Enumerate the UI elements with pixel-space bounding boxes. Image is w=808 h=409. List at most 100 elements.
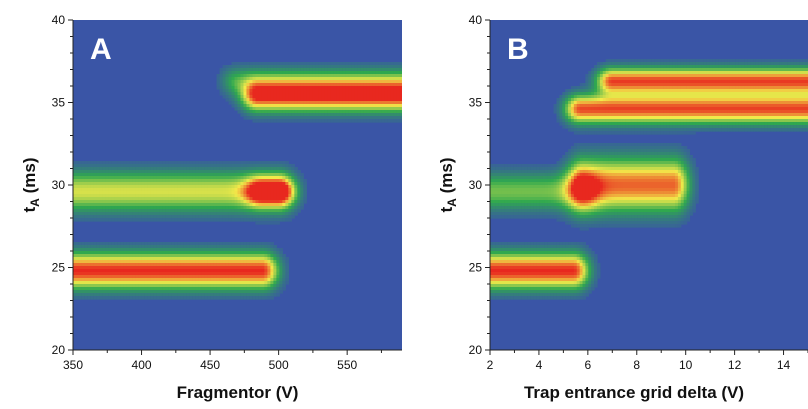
heatmap-cell [81,251,86,255]
heatmap-cell [219,266,224,270]
heatmap-cell [258,182,263,186]
heatmap-cell [99,260,104,264]
heatmap-cell [255,197,260,201]
heatmap-cell [611,77,615,81]
heatmap-cell [243,194,248,198]
heatmap-cell [132,266,137,270]
heatmap-cell [276,110,280,114]
heatmap-cell [240,110,245,114]
heatmap-cell [258,71,263,75]
heatmap-cell [288,170,292,174]
heatmap-cell [267,176,271,180]
heatmap-cell [649,77,653,81]
heatmap-cell [348,98,352,102]
heatmap-cell [111,251,116,255]
heatmap-cell [267,272,271,276]
heatmap-cell [147,164,152,168]
heatmap-cell [390,80,394,84]
heatmap-cell [617,71,621,75]
heatmap-cell [276,284,280,288]
heatmap-cell [267,296,271,300]
heatmap-cell [138,284,143,288]
heatmap-cell [663,74,667,78]
heatmap-cell [105,251,110,255]
heatmap-cell [219,80,224,84]
heatmap-cell [620,83,624,87]
heatmap-cell [234,80,239,84]
heatmap-cell [270,161,274,165]
heatmap-cell [675,83,679,87]
heatmap-cell [144,266,149,270]
heatmap-cell [585,77,589,81]
heatmap-cell [198,179,203,183]
heatmap-cell [222,296,227,300]
heatmap-cell [156,269,161,273]
heatmap-cell [378,65,382,69]
heatmap-cell [339,86,343,90]
heatmap-cell [709,92,714,96]
heatmap-cell [770,65,774,69]
heatmap-cell [171,263,176,267]
heatmap-cell [255,281,260,285]
heatmap-cell [78,263,83,267]
heatmap-cell [126,242,131,246]
heatmap-cell [228,263,233,267]
heatmap-cell [204,212,209,216]
heatmap-cell [177,281,182,285]
heatmap-cell [375,89,379,93]
heatmap-cell [282,161,286,165]
heatmap-cell [210,272,215,276]
heatmap-cell [354,74,358,78]
heatmap-cell [141,161,146,165]
heatmap-cell [715,80,719,84]
heatmap-cell [186,209,191,213]
heatmap-cell [363,98,367,102]
heatmap-cell [108,257,113,261]
heatmap-cell [162,218,167,222]
heatmap-cell [255,179,260,183]
heatmap-cell [228,260,233,264]
heatmap-cell [237,68,242,72]
heatmap-cell [675,92,679,96]
heatmap-cell [141,203,146,207]
heatmap-cell [126,245,131,249]
heatmap-cell [219,164,224,168]
heatmap-cell [237,104,242,108]
heatmap-cell [150,191,155,195]
heatmap-cell [261,269,266,273]
heatmap-cell [219,179,224,183]
heatmap-cell [117,167,122,171]
heatmap-cell [273,176,277,180]
heatmap-cell [297,116,301,120]
heatmap-cell [120,176,125,180]
heatmap-cell [201,242,206,246]
heatmap-cell [240,194,245,198]
heatmap-cell [81,206,86,210]
heatmap-cell [288,215,292,219]
heatmap-cell [279,104,283,108]
heatmap-cell [273,71,277,75]
heatmap-cell [758,80,763,84]
heatmap-cell [93,269,98,273]
heatmap-cell [755,77,760,81]
heatmap-cell [330,116,334,120]
heatmap-cell [625,83,630,87]
heatmap-cell [279,113,283,117]
heatmap-cell [761,89,766,93]
heatmap-cell [776,83,780,87]
heatmap-cell [153,167,158,171]
heatmap-cell [255,113,260,117]
heatmap-cell [234,296,239,300]
heatmap-cell [330,89,334,93]
heatmap-cell [562,92,566,96]
heatmap-cell [219,296,224,300]
heatmap-cell [201,203,206,207]
heatmap-cell [309,116,313,120]
heatmap-cell [174,167,179,171]
heatmap-cell [73,260,77,264]
heatmap-cell [657,65,662,69]
heatmap-cell [105,242,110,246]
heatmap-cell [267,173,271,177]
heatmap-cell [628,80,633,84]
heatmap-cell [399,107,402,111]
